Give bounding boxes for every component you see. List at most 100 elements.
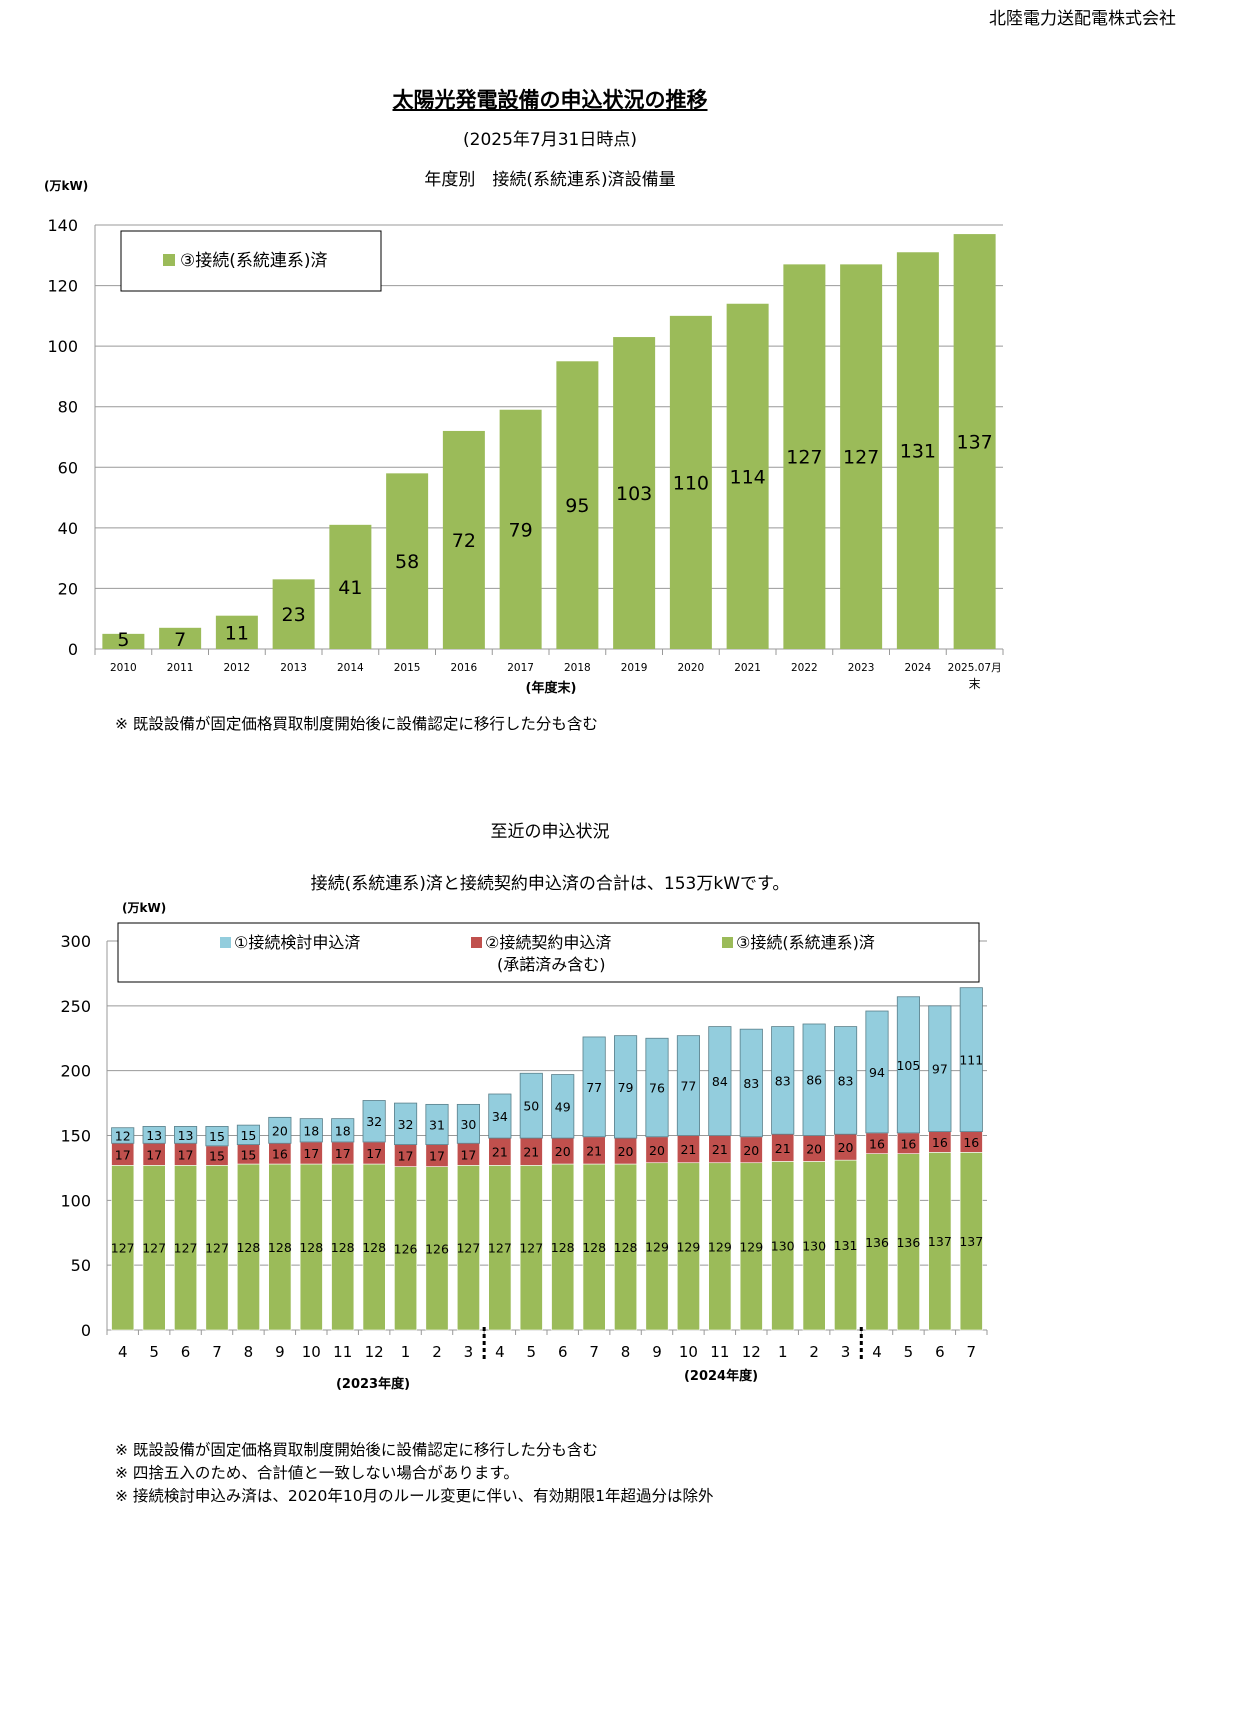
chart1-x-tick-label: 2022 [791, 662, 818, 674]
chart2-legend-label-contract: ②接続契約申込済 [485, 933, 611, 952]
chart2-label-contract: 15 [240, 1147, 256, 1162]
chart2-x-tick-label: 4 [495, 1343, 505, 1361]
chart2-bar-study [394, 1102, 418, 1145]
chart2-label-contract: 17 [146, 1147, 162, 1162]
chart1-bar [499, 409, 542, 649]
chart2-label-connected: 128 [614, 1240, 638, 1255]
chart1-x-tick-label: 2018 [564, 662, 591, 674]
chart1-note: ※ 既設設備が固定価格買取制度開始後に設備認定に移行した分も含む [115, 715, 598, 733]
chart2-label-contract: 21 [523, 1145, 539, 1160]
chart2-x-tick-label: 7 [589, 1343, 599, 1361]
chart1-data-label: 5 [117, 629, 129, 651]
chart2-label-study: 83 [775, 1073, 791, 1088]
chart2-label-connected: 126 [425, 1241, 449, 1256]
chart2-label-contract: 17 [366, 1146, 382, 1161]
chart2-label-connected: 129 [645, 1239, 669, 1254]
chart1-x-tick-label: 2023 [848, 662, 875, 674]
chart1-x-tick-label: 2012 [224, 662, 251, 674]
chart2-label-contract: 21 [492, 1145, 508, 1160]
chart2-bar-study [519, 1072, 543, 1139]
chart2-label-connected: 129 [739, 1239, 763, 1254]
chart2-label-connected: 136 [896, 1235, 920, 1250]
chart2-bar-study [488, 1093, 512, 1139]
chart1-y-tick-label: 140 [47, 216, 78, 235]
chart2-label-connected: 136 [865, 1235, 889, 1250]
chart1-title: 年度別 接続(系統連系)済設備量 [424, 170, 676, 190]
chart2-period-label: (2023年度) [336, 1376, 410, 1392]
chart1-x-tick-label: 2017 [507, 662, 534, 674]
chart2-label-connected: 128 [582, 1240, 606, 1255]
chart2-x-tick-label: 4 [872, 1343, 882, 1361]
chart1-x-tick-label: 2016 [451, 662, 478, 674]
chart2-label-contract: 16 [963, 1135, 979, 1150]
chart2-bar-study [299, 1118, 323, 1143]
chart2-label-connected: 128 [236, 1240, 260, 1255]
chart2-bar-study [582, 1036, 606, 1138]
chart2-bar-study [708, 1026, 732, 1136]
chart2-x-tick-label: 7 [212, 1343, 222, 1361]
chart2-x-tick-label: 6 [558, 1343, 568, 1361]
chart2-bar-study [331, 1118, 355, 1143]
chart2-label-contract: 17 [398, 1149, 414, 1164]
chart1-legend-label: ③接続(系統連系)済 [180, 251, 328, 271]
chart1-bar [272, 579, 315, 649]
chart1-x-tick-label: 2019 [621, 662, 648, 674]
chart1-data-label: 72 [452, 530, 476, 552]
chart1-data-label: 137 [956, 432, 992, 454]
chart2-label-connected: 128 [331, 1240, 355, 1255]
chart2-x-tick-label: 11 [333, 1343, 352, 1361]
chart2-bar-study [896, 996, 920, 1134]
chart1-bar [783, 264, 826, 649]
chart2-legend-label-study: ①接続検討申込済 [234, 933, 360, 952]
chart1-data-label: 127 [786, 447, 822, 469]
chart2-x-tick-label: 6 [935, 1343, 945, 1361]
chart2-label-connected: 130 [802, 1239, 826, 1254]
chart1-data-label: 131 [900, 441, 936, 463]
chart2-label-contract: 21 [680, 1142, 696, 1157]
chart2-x-tick-label: 7 [967, 1343, 977, 1361]
chart2-label-study: 12 [115, 1129, 131, 1144]
chart1-y-tick-label: 100 [47, 337, 78, 356]
chart2-label-study: 83 [743, 1076, 759, 1091]
chart1-data-label: 127 [843, 447, 879, 469]
chart2-label-contract: 17 [303, 1146, 319, 1161]
chart2-label-connected: 127 [488, 1241, 512, 1256]
chart2-label-contract: 16 [272, 1147, 288, 1162]
chart1-x-tick-label: 2025.07月 [948, 662, 1002, 674]
chart1-data-label: 114 [729, 466, 765, 488]
chart1-data-label: 79 [509, 519, 533, 541]
chart2-x-tick-label: 3 [464, 1343, 474, 1361]
chart2-label-connected: 131 [834, 1238, 858, 1253]
chart1-data-label: 58 [395, 551, 419, 573]
chart1-bar [386, 473, 429, 649]
chart2-label-study: 18 [303, 1123, 319, 1138]
chart2-label-contract: 16 [932, 1135, 948, 1150]
chart2-label-contract: 16 [869, 1136, 885, 1151]
chart2-label-connected: 128 [299, 1240, 323, 1255]
chart2-x-tick-label: 10 [302, 1343, 321, 1361]
chart2-label-study: 32 [366, 1114, 382, 1129]
annual-connected-capacity-chart: (万kW) 0 20 40 60 80 100 120 140 5 7 11 23 41 58 72 79 95 1… [44, 179, 1004, 696]
chart2-x-tick-label: 6 [181, 1343, 191, 1361]
chart2-bar-study [928, 1005, 952, 1133]
chart2-y-tick-label: 150 [60, 1127, 91, 1146]
chart1-data-label: 11 [225, 622, 249, 644]
chart1-bar [556, 361, 599, 649]
chart2-label-study: 20 [272, 1123, 288, 1138]
chart2-label-connected: 128 [551, 1240, 575, 1255]
chart1-bar [159, 627, 202, 649]
section2-title: 至近の申込状況 [490, 822, 610, 842]
chart1-bar [102, 633, 145, 649]
chart1-bar [896, 252, 939, 649]
chart1-legend-swatch [163, 254, 175, 266]
chart1-bar [613, 337, 656, 649]
chart2-label-connected: 126 [394, 1241, 418, 1256]
chart2-bar-study [551, 1074, 575, 1139]
chart2-x-tick-label: 8 [621, 1343, 631, 1361]
chart1-y-tick-label: 120 [47, 277, 78, 296]
chart2-y-tick-label: 200 [60, 1062, 91, 1081]
chart1-data-label: 110 [673, 472, 709, 494]
chart2-label-contract: 21 [775, 1141, 791, 1156]
chart2-bar-study [802, 1023, 826, 1136]
chart2-label-contract: 20 [555, 1144, 571, 1159]
